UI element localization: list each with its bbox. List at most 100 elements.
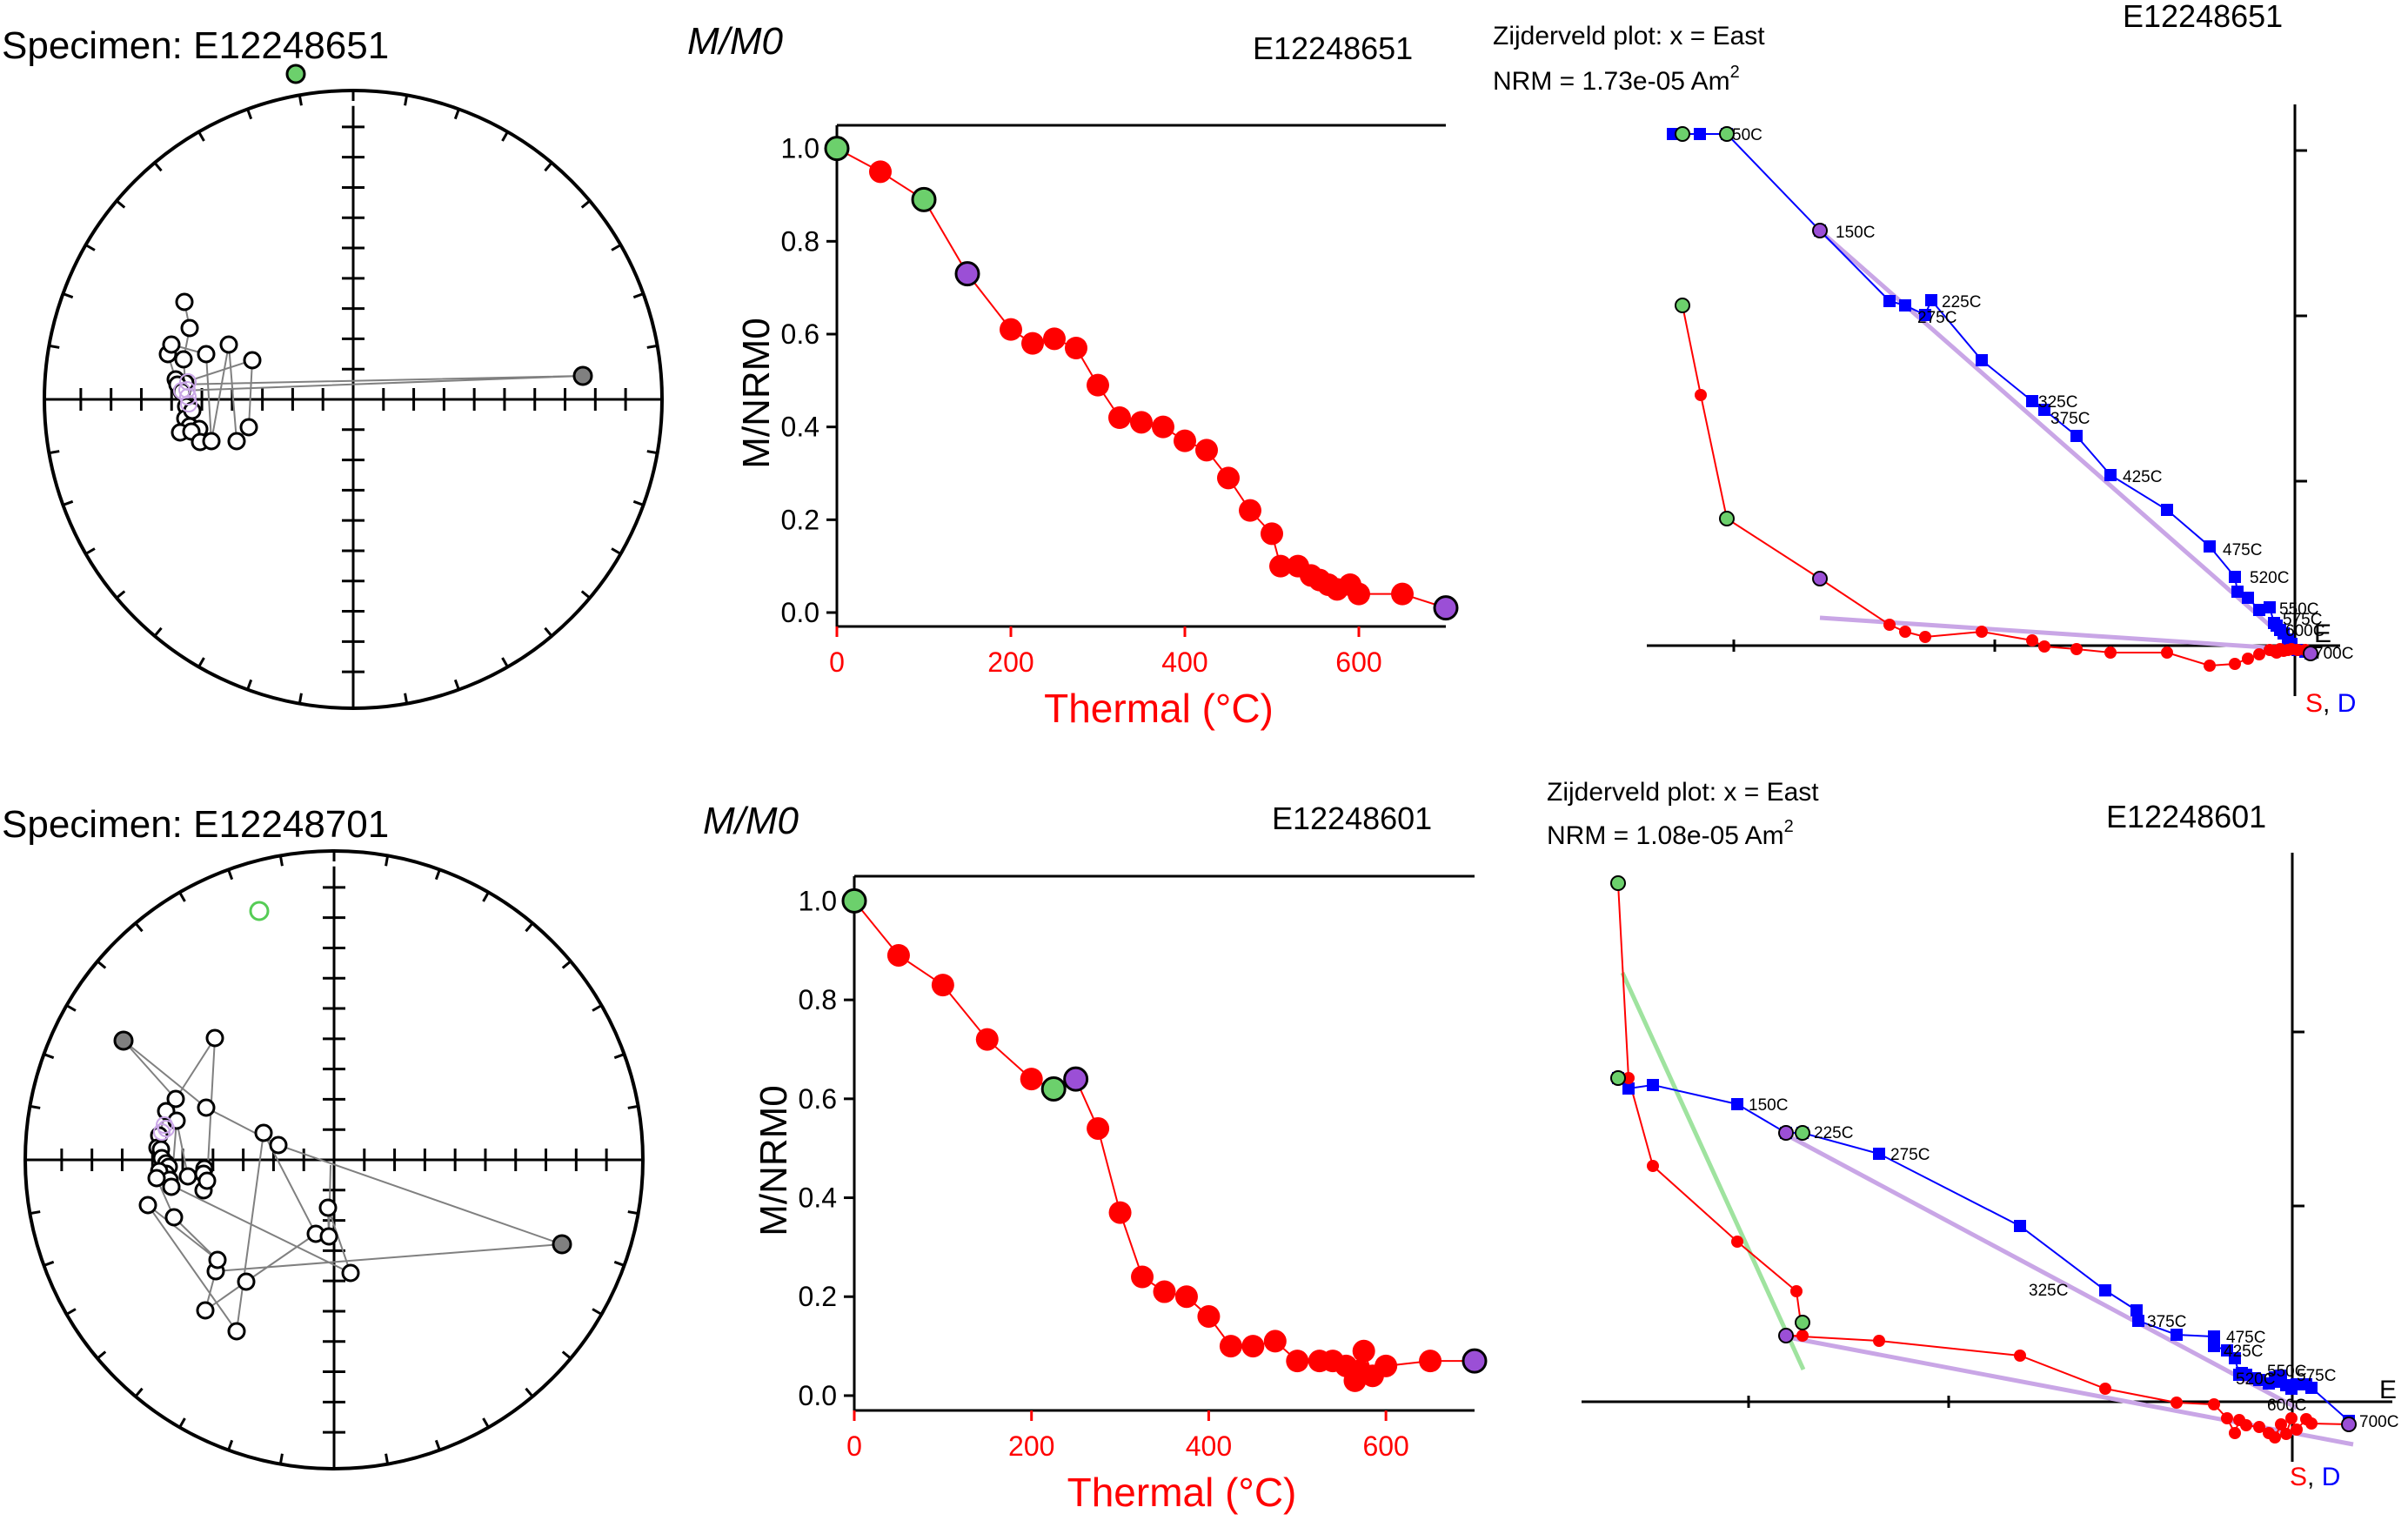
zij-red-point (2014, 1350, 2026, 1362)
eqarea-rim-tick (544, 162, 553, 172)
decay-point (1040, 1075, 1067, 1102)
zij-red-point (2253, 648, 2265, 660)
zij-red-point (2229, 1427, 2241, 1439)
zij-red-point (1790, 1285, 1803, 1297)
decay-point (1352, 1339, 1375, 1363)
eqarea-point (147, 1169, 166, 1188)
zij-red-point (1695, 389, 1707, 401)
zij-step-label: 225C (1942, 293, 1981, 311)
zij-marked-point (1675, 298, 1690, 313)
eqarea-point-purple (157, 1120, 175, 1137)
decay-point (975, 1028, 999, 1051)
zij-step-label: 475C (2223, 541, 2262, 559)
decay-xtick-label: 0 (846, 1430, 862, 1462)
zij-red-point (2070, 643, 2083, 655)
eqarea-rim-tick (611, 547, 622, 555)
decay-xtick-label: 400 (1186, 1430, 1232, 1462)
eqarea-point (254, 1123, 273, 1142)
eqarea-rim-tick (49, 450, 60, 455)
zij-blue-point (2291, 1378, 2303, 1390)
zij-blue-point (1694, 128, 1706, 140)
decay-point (1241, 1335, 1265, 1358)
zij-red-point (2099, 1383, 2111, 1395)
zij-blue-point (2070, 430, 2083, 442)
zij-blue-point (2161, 504, 2173, 516)
eqarea-rim-tick (227, 868, 234, 881)
zij-red-point (2171, 1397, 2183, 1409)
decay-point (1087, 373, 1109, 397)
eqarea-rim-tick (97, 1350, 107, 1360)
decay-point (1152, 415, 1174, 439)
zij-red-point (2208, 1398, 2220, 1410)
zij-info2-text-1: NRM = 1.73e-05 Am (1493, 67, 1730, 96)
zij-fit-line (1819, 615, 2306, 653)
zij-e-label: E (2379, 1376, 2397, 1404)
zij-blue-point (2208, 1330, 2220, 1343)
eqarea-rim-tick (646, 450, 658, 455)
zij-red-point (2204, 660, 2216, 672)
eqarea-point (164, 1208, 184, 1227)
zij-marked-point (1795, 1315, 1810, 1330)
zij-red-point (2269, 1431, 2281, 1444)
decay-top-label-text-2: M/M0 (703, 800, 799, 842)
decay-ytick-label: 0.2 (781, 504, 819, 535)
eqarea-rim-tick (646, 344, 658, 349)
zij-marked-point (1795, 1125, 1810, 1141)
zij-red-point (1873, 1335, 1885, 1347)
zij-blue-point (1647, 1079, 1659, 1091)
eqarea-point (243, 351, 262, 370)
zij-step-label: 520C (2236, 1370, 2275, 1389)
eqarea-rim-tick (227, 1439, 234, 1451)
zij-plot-1: Zijderveld plot: x = East NRM = 1.73e-05… (1493, 0, 2356, 718)
eqarea-point (197, 1171, 217, 1190)
eqarea-rim-tick (65, 1004, 77, 1012)
eqarea-rim-tick (561, 1350, 572, 1360)
decay-xlabel: Thermal (°C) (1067, 1470, 1297, 1515)
eqarea-rim-tick (49, 344, 60, 349)
zij-blue-point (2026, 395, 2038, 407)
eqarea-rim-tick (580, 199, 591, 209)
eqarea-point (197, 1098, 216, 1117)
zij-blue-point (2130, 1304, 2143, 1316)
zij-marked-point (1719, 511, 1735, 526)
eqarea-ticks-1 (44, 90, 662, 708)
eqarea-point (237, 1272, 256, 1291)
eqarea-point-purple (153, 1123, 171, 1141)
zij-marked-point (1812, 223, 1828, 238)
decay-plot-1: M/M0 E12248651 0.0 0.2 0.4 0.6 0.8 1.0 0 200 400… (687, 20, 1459, 731)
zij-fit-line-blue (1818, 229, 2298, 651)
zij-fit-line-blue2 (1784, 1132, 2298, 1410)
zij-marked-point (2341, 1417, 2357, 1432)
zij-step-label: 50C (1732, 126, 1763, 144)
decay-point (1063, 1066, 1089, 1092)
eqarea-title-2: Specimen: E12248701 (2, 803, 389, 846)
eqarea-rim-tick (278, 855, 284, 867)
decay-point (1174, 1285, 1198, 1309)
eqarea-point (239, 418, 258, 437)
eqarea-rim-tick (501, 657, 509, 668)
zij-red-point (2026, 634, 2038, 646)
zij-red-point (2240, 1419, 2252, 1431)
zij-step-label: 425C (2123, 468, 2162, 486)
decay-top-label-2: M/M0 (703, 800, 799, 842)
eqarea-rim-tick (84, 547, 96, 555)
zij-marked-point (1719, 126, 1735, 142)
eqarea-point (319, 1227, 338, 1246)
eqarea-rim-tick (580, 590, 591, 600)
zij-red-point (2305, 1417, 2318, 1430)
eqarea-rim-tick (62, 499, 74, 506)
zij-red-point (1899, 626, 1911, 638)
decay-xtick-label: 600 (1362, 1430, 1408, 1462)
eqarea-rim-tick (30, 1210, 41, 1216)
eqarea-rim-tick (178, 1417, 186, 1429)
zij-blue-point (2242, 592, 2254, 604)
zij-red-point (1919, 631, 1931, 643)
decay-top-label-1: M/M0 (687, 20, 784, 63)
decay-xtick-label: 600 (1335, 646, 1381, 678)
zij-step-label: 600C (2267, 1397, 2306, 1415)
zij-step-label: 575C (2297, 1367, 2336, 1385)
zij-red-point (1883, 619, 1896, 631)
zij-blue-point (2171, 1329, 2183, 1341)
decay-point (1269, 554, 1292, 578)
eqarea-point (341, 1263, 360, 1283)
